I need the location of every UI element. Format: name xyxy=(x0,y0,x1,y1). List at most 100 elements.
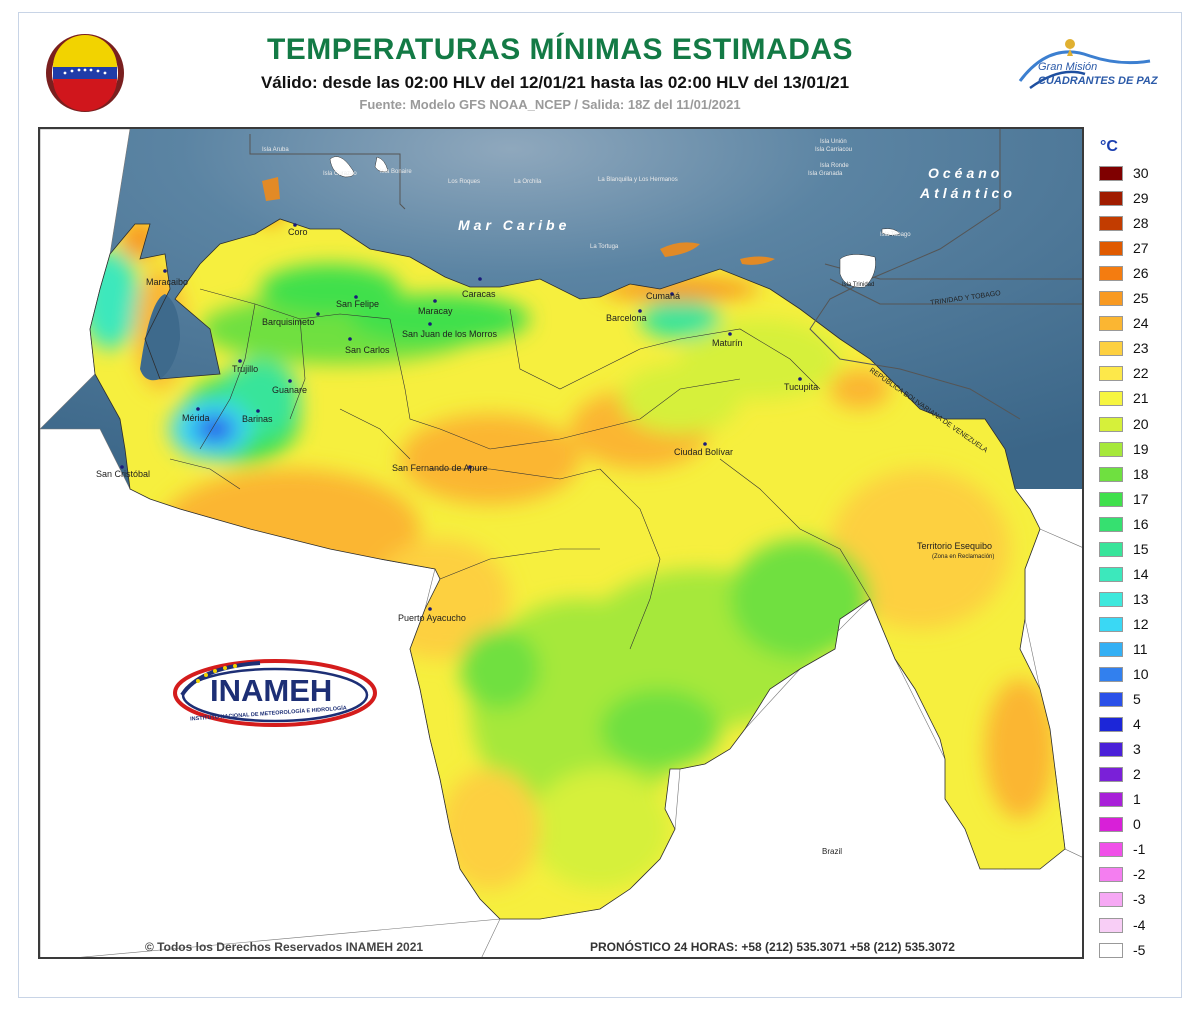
label-tortuga: La Tortuga xyxy=(590,244,619,250)
city-san-cristobal: San Cristóbal xyxy=(96,469,151,479)
legend-value: 29 xyxy=(1133,190,1149,207)
label-los-roques: Los Roques xyxy=(448,179,481,185)
city-tucupita: Tucupita xyxy=(784,382,819,392)
legend-row: -5 xyxy=(1095,939,1185,964)
legend-value: 3 xyxy=(1133,741,1141,758)
legend-row: 28 xyxy=(1095,212,1185,237)
label-trinidad: Isla Trinidad xyxy=(842,282,875,288)
legend-value: 18 xyxy=(1133,465,1149,482)
cuadrantes-line1: Gran Misión xyxy=(1038,61,1098,73)
cuadrantes-line2: CUADRANTES DE PAZ xyxy=(1038,75,1158,87)
city-ciudad-bolivar: Ciudad Bolívar xyxy=(674,447,734,457)
legend-swatch xyxy=(1099,566,1123,582)
legend-value: 16 xyxy=(1133,515,1149,532)
forecast-phone-text: PRONÓSTICO 24 HORAS: +58 (212) 535.3071 … xyxy=(590,940,955,954)
label-bonaire: Isla Bonaire xyxy=(380,169,412,175)
legend-swatch xyxy=(1099,291,1123,307)
legend-swatch xyxy=(1099,516,1123,532)
city-guanare: Guanare xyxy=(272,385,308,395)
label-carriacou: Isla Carriacou xyxy=(815,147,853,153)
legend-value: 1 xyxy=(1133,791,1141,808)
legend-value: 26 xyxy=(1133,265,1149,282)
legend-swatch xyxy=(1099,416,1123,432)
legend-value: -3 xyxy=(1133,891,1146,908)
city-san-fernando: San Fernando de Apure xyxy=(392,463,488,473)
label-atlantico: Atlántico xyxy=(920,185,1016,201)
label-curazao: Isla Curazao xyxy=(323,171,357,177)
legend-row: 23 xyxy=(1095,337,1185,362)
legend-row: -2 xyxy=(1095,863,1185,888)
legend-swatch xyxy=(1099,867,1123,883)
city-puerto-ayacucho: Puerto Ayacucho xyxy=(398,613,466,623)
legend-swatch xyxy=(1099,767,1123,783)
city-barquisimeto: Barquisimeto xyxy=(262,317,315,327)
city-merida: Mérida xyxy=(182,413,210,423)
legend-row: 17 xyxy=(1095,488,1185,513)
legend-row: -3 xyxy=(1095,888,1185,913)
islands xyxy=(329,156,901,288)
legend-value: 22 xyxy=(1133,365,1149,382)
legend-row: 16 xyxy=(1095,513,1185,538)
legend-swatch xyxy=(1099,266,1123,282)
legend-row: 11 xyxy=(1095,638,1185,663)
legend-value: 21 xyxy=(1133,390,1149,407)
legend-swatch xyxy=(1099,792,1123,808)
city-san-carlos: San Carlos xyxy=(345,345,390,355)
legend-value: -4 xyxy=(1133,916,1146,933)
legend-row: 1 xyxy=(1095,788,1185,813)
label-oceano: Océano xyxy=(928,165,1004,181)
outer-frame xyxy=(18,12,1182,998)
legend-value: 23 xyxy=(1133,340,1149,357)
legend-swatch xyxy=(1099,591,1123,607)
legend-value: 14 xyxy=(1133,565,1149,582)
copyright-text: © Todos los Derechos Reservados INAMEH 2… xyxy=(145,940,424,954)
legend-value: 5 xyxy=(1133,691,1141,708)
legend-row: 20 xyxy=(1095,413,1185,438)
legend-row: 4 xyxy=(1095,713,1185,738)
orange-islands xyxy=(262,177,775,265)
legend-swatch xyxy=(1099,491,1123,507)
legend-value: 28 xyxy=(1133,215,1149,232)
legend-swatch xyxy=(1099,692,1123,708)
legend-value: 19 xyxy=(1133,440,1149,457)
label-orchila: La Orchila xyxy=(514,179,542,185)
validity-subtitle: Válido: desde las 02:00 HLV del 12/01/21… xyxy=(260,73,850,92)
legend-swatch xyxy=(1099,742,1123,758)
legend-row: 24 xyxy=(1095,312,1185,337)
legend-row: 19 xyxy=(1095,438,1185,463)
legend-row: 29 xyxy=(1095,187,1185,212)
legend-value: 11 xyxy=(1133,640,1148,657)
legend-value: -1 xyxy=(1133,841,1146,858)
legend-swatch xyxy=(1099,391,1123,407)
legend-value: 17 xyxy=(1133,490,1149,507)
legend-row: 18 xyxy=(1095,463,1185,488)
cuadrantes-logo: Gran Misión CUADRANTES DE PAZ xyxy=(1010,36,1160,106)
legend-swatch xyxy=(1099,892,1123,908)
legend-row: 3 xyxy=(1095,738,1185,763)
legend-value: 24 xyxy=(1133,315,1149,332)
legend-value: 25 xyxy=(1133,290,1149,307)
legend-value: -5 xyxy=(1133,941,1146,958)
legend-swatch xyxy=(1099,166,1123,181)
legend-row: 5 xyxy=(1095,688,1185,713)
label-territorio-esequibo: Territorio Esequibo xyxy=(917,541,993,551)
legend-swatch xyxy=(1099,641,1123,657)
city-trujillo: Trujillo xyxy=(232,364,259,374)
legend-value: 4 xyxy=(1133,716,1141,733)
legend-value: 13 xyxy=(1133,590,1149,607)
label-blanquilla: La Blanquilla y Los Hermanos xyxy=(598,177,678,183)
legend-row: 22 xyxy=(1095,362,1185,387)
legend-swatch xyxy=(1099,366,1123,382)
legend-row: 26 xyxy=(1095,262,1185,287)
legend-row: -4 xyxy=(1095,914,1185,939)
legend-row: 10 xyxy=(1095,663,1185,688)
legend-row: 14 xyxy=(1095,563,1185,588)
legend-value: 12 xyxy=(1133,615,1149,632)
city-cumana: Cumaná xyxy=(646,291,681,301)
city-caracas: Caracas xyxy=(462,289,496,299)
header: TEMPERATURAS MÍNIMAS ESTIMADAS Válido: d… xyxy=(0,0,1200,125)
legend-row: 25 xyxy=(1095,287,1185,312)
legend-swatch xyxy=(1099,616,1123,632)
legend-row: 21 xyxy=(1095,387,1185,412)
temperature-legend: °C 30 29 28 27 26 25 24 23 22 21 20 19 18 17 16 15 14 13 1… xyxy=(1095,138,1185,968)
